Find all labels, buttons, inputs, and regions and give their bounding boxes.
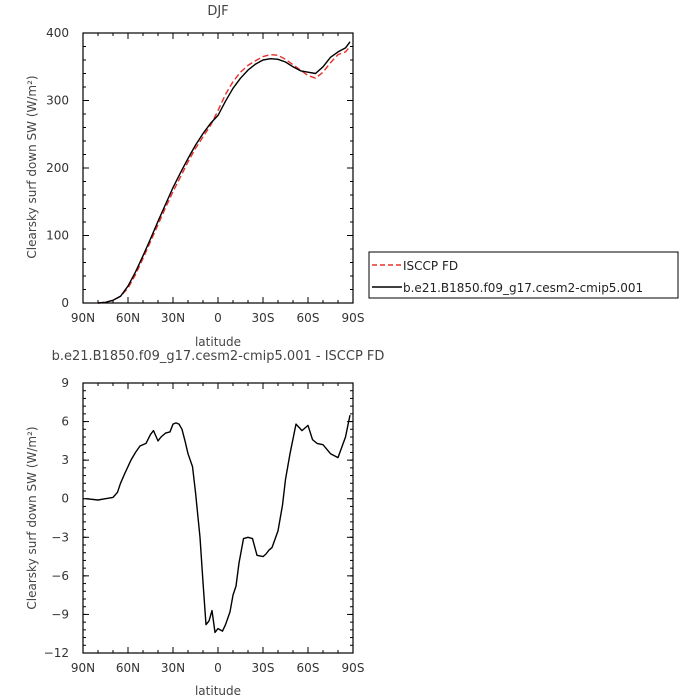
top-panel-x-tick-label: 60N [116, 311, 140, 325]
bottom-panel-y-tick-label: −3 [51, 530, 69, 544]
bottom-panel-x-tick-label: 30N [161, 661, 185, 675]
top-panel: DJF Clearsky surf down SW (W/m²) latitud… [25, 4, 364, 349]
bottom-panel-y-tick-label: 6 [61, 415, 69, 429]
bottom-panel-x-tick-label: 0 [214, 661, 222, 675]
bottom-panel-y-tick-label: 3 [61, 453, 69, 467]
top-panel-y-tick-label: 300 [46, 94, 69, 108]
bottom-panel-y-tick-label: −6 [51, 569, 69, 583]
top-panel-x-tick-label: 0 [214, 311, 222, 325]
top-panel-x-tick-label: 60S [297, 311, 320, 325]
top-panel-y-axis-label: Clearsky surf down SW (W/m²) [25, 75, 39, 258]
bottom-panel-x-axis-label: latitude [195, 684, 241, 698]
top-panel-series [97, 41, 351, 304]
bottom-panel-x-tick-label: 90N [71, 661, 95, 675]
top-panel-y-tick-label: 200 [46, 161, 69, 175]
bottom-panel-y-axis-label: Clearsky surf down SW (W/m²) [25, 426, 39, 609]
bottom-panel-frame [82, 382, 354, 654]
top-panel-x-axis-label: latitude [195, 335, 241, 349]
bottom-panel-x-tick-label: 90S [342, 661, 365, 675]
bottom-panel-series-line-0 [85, 414, 351, 634]
bottom-panel-ticks: 90N 60N 30N 0 30S 60S 90S −12 −9 −6 −3 0 3 6 9 [44, 376, 365, 675]
legend-label-isccp: ISCCP FD [403, 259, 458, 273]
top-panel-x-tick-label: 30N [161, 311, 185, 325]
bottom-panel-y-tick-label: −12 [44, 646, 69, 660]
bottom-panel-x-tick-label: 30S [252, 661, 275, 675]
top-panel-title: DJF [207, 4, 228, 19]
legend-box [368, 251, 679, 299]
bottom-panel-x-tick-label: 60S [297, 661, 320, 675]
top-panel-y-tick-label: 400 [46, 26, 69, 40]
top-panel-frame [82, 32, 354, 304]
top-panel-series-line-1 [97, 41, 351, 304]
top-panel-series-line-0 [97, 46, 351, 304]
top-panel-x-tick-label: 90N [71, 311, 95, 325]
legend-label-cesm: b.e21.B1850.f09_g17.cesm2-cmip5.001 [403, 281, 643, 295]
top-panel-x-tick-label: 90S [342, 311, 365, 325]
top-panel-y-tick-label: 0 [61, 296, 69, 310]
bottom-panel-series [85, 414, 351, 634]
bottom-panel-x-tick-label: 60N [116, 661, 140, 675]
bottom-panel-y-tick-label: 9 [61, 376, 69, 390]
top-panel-x-tick-label: 30S [252, 311, 275, 325]
bottom-panel-y-tick-label: 0 [61, 492, 69, 506]
legend: ISCCP FD b.e21.B1850.f09_g17.cesm2-cmip5… [368, 251, 679, 299]
bottom-panel: b.e21.B1850.f09_g17.cesm2-cmip5.001 - IS… [25, 349, 384, 698]
bottom-panel-title: b.e21.B1850.f09_g17.cesm2-cmip5.001 - IS… [52, 349, 385, 364]
top-panel-ticks: 90N 60N 30N 0 30S 60S 90S 0 100 200 300 400 [46, 26, 364, 325]
bottom-panel-y-tick-label: −9 [51, 607, 69, 621]
top-panel-y-tick-label: 100 [46, 229, 69, 243]
